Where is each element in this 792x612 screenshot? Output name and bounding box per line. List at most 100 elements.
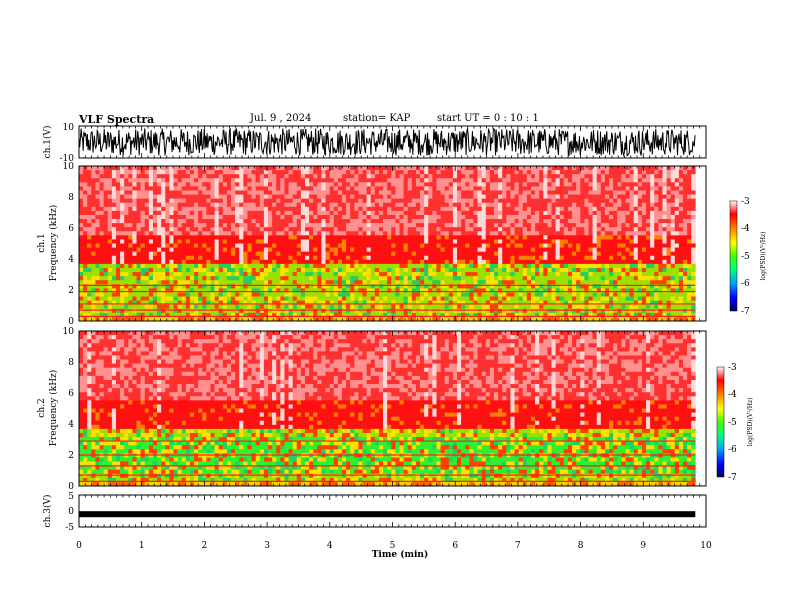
spectrogram-cell [436, 267, 441, 273]
spectrogram-cell [440, 263, 445, 269]
spectrogram-cell [457, 178, 462, 183]
spectrogram-cell [440, 206, 445, 212]
spectrogram-cell [124, 198, 129, 204]
spectrogram-cell [403, 182, 409, 187]
spectrogram-cell [592, 284, 598, 289]
spectrogram-cell [255, 288, 261, 293]
spectrogram-cell [157, 198, 162, 204]
spectrogram-cell [551, 304, 556, 310]
spectrogram-cell [551, 259, 556, 265]
spectrogram-cell [239, 272, 244, 277]
spectrogram-cell [111, 267, 117, 273]
spectrogram-cell [609, 292, 614, 297]
spectrogram-cell [210, 247, 215, 252]
spectrogram-cell [502, 263, 507, 269]
spectrogram-cell [592, 182, 598, 187]
spectrogram-cell [79, 284, 84, 289]
spectrogram-cell [231, 231, 236, 236]
spectrogram-cell [206, 182, 211, 187]
spectrogram-cell [350, 239, 355, 244]
spectrogram-cell [350, 308, 355, 314]
spectrogram-cell [543, 178, 548, 183]
spectrogram-cell [185, 214, 191, 220]
spectrogram-cell [551, 174, 556, 179]
spectrogram-cell [473, 235, 478, 240]
spectrogram-cell [518, 166, 524, 171]
spectrogram-cell [189, 288, 195, 293]
spectrogram-cell [415, 235, 421, 240]
spectrogram-cell [173, 288, 178, 293]
spectrogram-cell [609, 276, 614, 281]
spectrogram-cell [132, 280, 137, 285]
spectrogram-cell [115, 174, 121, 179]
spectrogram-cell [424, 304, 429, 310]
spectrogram-cell [79, 166, 84, 171]
spectrogram-cell [609, 182, 614, 187]
spectrogram-cell [436, 280, 441, 285]
spectrogram-cell [198, 251, 203, 257]
spectrogram-cell [580, 292, 585, 297]
spectrogram-cell [333, 178, 339, 183]
spectrogram-cell [403, 263, 409, 269]
spectrogram-cell [268, 272, 273, 277]
spectrogram-cell [609, 312, 614, 318]
spectrogram-cell [300, 166, 306, 171]
spectrogram-cell [502, 276, 507, 281]
spectrogram-cell [206, 304, 211, 310]
spectrogram-cell [202, 219, 207, 224]
spectrogram-cell [239, 255, 244, 261]
spectrogram-cell [469, 251, 474, 257]
spectrogram-cell [243, 292, 248, 297]
spectrogram-cell [214, 272, 220, 277]
spectrogram-cell [202, 300, 207, 305]
spectrogram-cell [231, 255, 236, 261]
spectrogram-cell [169, 308, 174, 314]
spectrogram-cell [444, 284, 450, 289]
spectrogram-cell [346, 219, 351, 224]
spectrogram-cell [555, 259, 561, 265]
spectrogram-cell [235, 227, 240, 232]
spectrogram-cell [231, 288, 236, 293]
spectrogram-cell [115, 202, 121, 208]
spectrogram-cell [596, 292, 602, 297]
spectrogram-cell [452, 292, 458, 297]
spectrogram-cell [226, 210, 232, 216]
spectrogram-cell [107, 178, 113, 183]
spectrogram-cell [173, 231, 178, 236]
spectrogram-cell [222, 223, 228, 228]
spectrogram-cell [317, 239, 322, 244]
spectrogram-cell [161, 170, 166, 175]
spectrogram-cell [436, 239, 441, 244]
spectrogram-cell [374, 166, 380, 171]
spectrogram-cell [309, 170, 314, 175]
spectrogram-cell [173, 194, 178, 199]
spectrogram-cell [276, 231, 281, 236]
spectrogram-cell [107, 190, 113, 195]
spectrogram-cell [296, 292, 302, 297]
spectrogram-cell [79, 276, 84, 281]
spectrogram-cell [284, 284, 289, 289]
spectrogram-cell [132, 247, 137, 252]
spectrogram-cell [194, 243, 199, 248]
spectrogram-cell [239, 308, 244, 314]
spectrogram-cell [424, 284, 429, 289]
spectrogram-cell [567, 272, 573, 277]
spectrogram-cell [202, 255, 207, 261]
spectrogram-cell [321, 300, 326, 305]
spectrogram-cell [206, 312, 211, 318]
spectrogram-cell [415, 170, 421, 175]
spectrogram-cell [391, 272, 396, 277]
spectrogram-cell [580, 247, 585, 252]
spectrogram-cell [498, 308, 503, 314]
spectrogram-cell [469, 210, 474, 216]
spectrogram-cell [506, 288, 511, 293]
spectrogram-cell [169, 251, 174, 257]
spectrogram-cell [510, 235, 515, 240]
spectrogram-cell [132, 284, 137, 289]
spectrogram-cell [226, 267, 232, 273]
spectrogram-cell [514, 223, 519, 228]
spectrogram-cell [411, 259, 417, 265]
spectrogram-cell [526, 190, 532, 195]
spectrogram-cell [555, 194, 561, 199]
spectrogram-cell [559, 280, 565, 285]
